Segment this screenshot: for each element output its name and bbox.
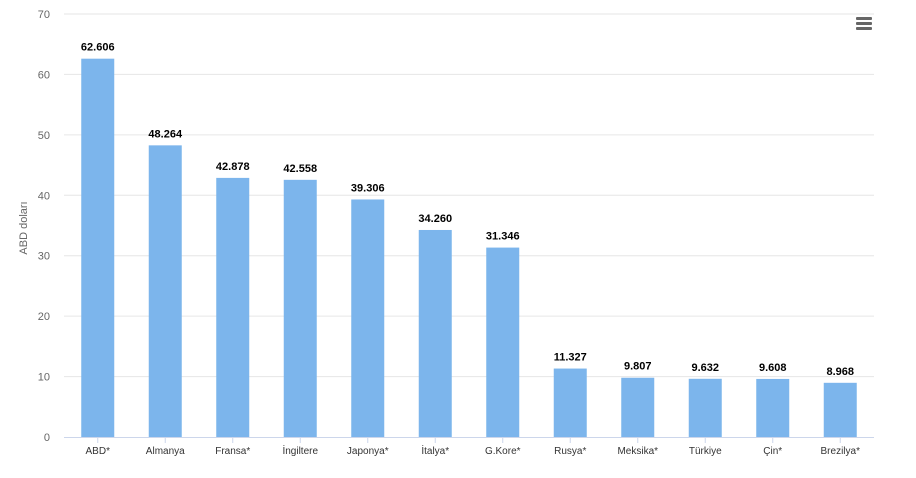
data-label: 9.632 (691, 362, 719, 374)
bar[interactable] (216, 177, 250, 437)
data-label: 42.878 (216, 161, 250, 173)
y-axis-ticks: 0 10 20 30 40 50 60 70 (38, 9, 50, 444)
y-tick-label: 30 (38, 251, 50, 263)
bar[interactable] (553, 368, 587, 437)
x-tick-label: İtalya* (421, 444, 449, 457)
y-tick-label: 0 (44, 432, 50, 444)
data-label: 34.260 (418, 213, 452, 225)
data-label: 8.968 (826, 366, 854, 378)
bar[interactable] (283, 179, 317, 438)
bar[interactable] (823, 382, 857, 437)
x-tick-label: Rusya* (554, 446, 586, 457)
x-tick-label: Çin* (763, 446, 782, 457)
bar[interactable] (621, 377, 655, 437)
bar[interactable] (351, 199, 385, 437)
data-label: 42.558 (283, 163, 317, 175)
bar[interactable] (148, 145, 182, 438)
bar[interactable] (688, 378, 722, 437)
y-tick-label: 60 (38, 69, 50, 81)
bar[interactable] (81, 58, 115, 438)
y-tick-label: 10 (38, 372, 50, 384)
x-tick-label: Meksika* (617, 446, 658, 457)
y-axis-label: ABD doları (18, 201, 30, 254)
data-label: 9.807 (624, 361, 652, 373)
hamburger-menu-icon[interactable] (852, 12, 876, 36)
x-tick-label: İngiltere (282, 444, 318, 457)
y-tick-label: 50 (38, 130, 50, 142)
bar[interactable] (756, 378, 790, 437)
x-tick-label: ABD* (86, 446, 111, 457)
data-label: 31.346 (486, 231, 520, 243)
x-tick-label: Fransa* (215, 446, 250, 457)
bars (81, 58, 857, 438)
data-label: 39.306 (351, 182, 385, 194)
data-label: 9.608 (759, 362, 787, 374)
x-tick-label: Japonya* (347, 446, 389, 457)
x-tick-label: Türkiye (689, 446, 722, 457)
y-tick-label: 20 (38, 311, 50, 323)
bar[interactable] (418, 229, 452, 437)
x-tick-label: G.Kore* (485, 446, 521, 457)
y-tick-label: 40 (38, 190, 50, 202)
x-tick-label: Brezilya* (821, 446, 861, 457)
data-label: 62.606 (81, 42, 115, 54)
x-axis-ticks: ABD* Almanya Fransa* İngiltere Japonya* İtaly… (86, 437, 861, 457)
x-tick-label: Almanya (146, 446, 185, 457)
gridlines (64, 13, 874, 378)
data-label: 48.264 (148, 128, 183, 140)
data-labels: 62.606 48.264 42.878 42.558 39.306 34.260 31.3… (81, 42, 854, 378)
data-label: 11.327 (554, 352, 587, 364)
bar[interactable] (486, 247, 520, 437)
y-tick-label: 70 (38, 9, 50, 21)
